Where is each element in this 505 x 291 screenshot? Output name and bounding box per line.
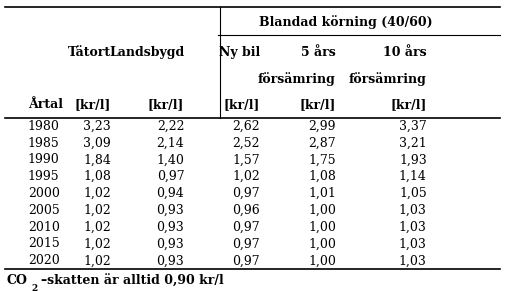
Text: 1,03: 1,03 [399, 254, 427, 267]
Text: [kr/l]: [kr/l] [75, 98, 111, 111]
Text: 2: 2 [31, 284, 37, 291]
Text: 1,00: 1,00 [308, 254, 336, 267]
Text: Tätort: Tätort [68, 46, 111, 59]
Text: 1,40: 1,40 [157, 153, 184, 166]
Text: 1,08: 1,08 [308, 170, 336, 183]
Text: 1980: 1980 [28, 120, 60, 133]
Text: 1,75: 1,75 [308, 153, 336, 166]
Text: 1,93: 1,93 [399, 153, 427, 166]
Text: 3,21: 3,21 [399, 136, 427, 150]
Text: försämring: försämring [258, 72, 336, 86]
Text: 2015: 2015 [28, 237, 60, 251]
Text: 1,02: 1,02 [83, 237, 111, 251]
Text: 1,02: 1,02 [83, 187, 111, 200]
Text: 0,93: 0,93 [157, 254, 184, 267]
Text: 3,37: 3,37 [399, 120, 427, 133]
Text: 1,02: 1,02 [83, 204, 111, 217]
Text: 1990: 1990 [28, 153, 60, 166]
Text: 0,97: 0,97 [232, 187, 260, 200]
Text: 0,97: 0,97 [232, 254, 260, 267]
Text: 2,62: 2,62 [232, 120, 260, 133]
Text: CO: CO [6, 274, 27, 287]
Text: 2000: 2000 [28, 187, 60, 200]
Text: 0,97: 0,97 [157, 170, 184, 183]
Text: 1,02: 1,02 [83, 221, 111, 234]
Text: Blandad körning (40/60): Blandad körning (40/60) [259, 15, 433, 29]
Text: 2,14: 2,14 [157, 136, 184, 150]
Text: Ny bil: Ny bil [219, 46, 260, 59]
Text: 1,00: 1,00 [308, 221, 336, 234]
Text: 2,99: 2,99 [309, 120, 336, 133]
Text: 1,05: 1,05 [399, 187, 427, 200]
Text: 1,08: 1,08 [83, 170, 111, 183]
Text: 1,03: 1,03 [399, 221, 427, 234]
Text: 1995: 1995 [28, 170, 60, 183]
Text: 1985: 1985 [28, 136, 60, 150]
Text: 0,97: 0,97 [232, 221, 260, 234]
Text: 2,87: 2,87 [308, 136, 336, 150]
Text: 3,09: 3,09 [83, 136, 111, 150]
Text: 1,03: 1,03 [399, 204, 427, 217]
Text: 5 års: 5 års [301, 46, 336, 59]
Text: 0,94: 0,94 [157, 187, 184, 200]
Text: 1,03: 1,03 [399, 237, 427, 251]
Text: [kr/l]: [kr/l] [148, 98, 184, 111]
Text: 0,93: 0,93 [157, 204, 184, 217]
Text: 1,02: 1,02 [83, 254, 111, 267]
Text: 1,57: 1,57 [232, 153, 260, 166]
Text: 0,93: 0,93 [157, 237, 184, 251]
Text: [kr/l]: [kr/l] [224, 98, 260, 111]
Text: [kr/l]: [kr/l] [299, 98, 336, 111]
Text: 2020: 2020 [28, 254, 60, 267]
Text: 1,84: 1,84 [83, 153, 111, 166]
Text: Landsbygd: Landsbygd [109, 46, 184, 59]
Text: 1,02: 1,02 [232, 170, 260, 183]
Text: 2,22: 2,22 [157, 120, 184, 133]
Text: 2,52: 2,52 [233, 136, 260, 150]
Text: –skatten är alltid 0,90 kr/l: –skatten är alltid 0,90 kr/l [41, 274, 224, 288]
Text: 0,93: 0,93 [157, 221, 184, 234]
Text: [kr/l]: [kr/l] [390, 98, 427, 111]
Text: 0,97: 0,97 [232, 237, 260, 251]
Text: 2010: 2010 [28, 221, 60, 234]
Text: Årtal: Årtal [28, 98, 63, 111]
Text: 1,01: 1,01 [308, 187, 336, 200]
Text: försämring: försämring [349, 72, 427, 86]
Text: 10 års: 10 års [383, 46, 427, 59]
Text: 1,14: 1,14 [399, 170, 427, 183]
Text: 1,00: 1,00 [308, 204, 336, 217]
Text: 1,00: 1,00 [308, 237, 336, 251]
Text: 3,23: 3,23 [83, 120, 111, 133]
Text: 0,96: 0,96 [232, 204, 260, 217]
Text: 2005: 2005 [28, 204, 60, 217]
